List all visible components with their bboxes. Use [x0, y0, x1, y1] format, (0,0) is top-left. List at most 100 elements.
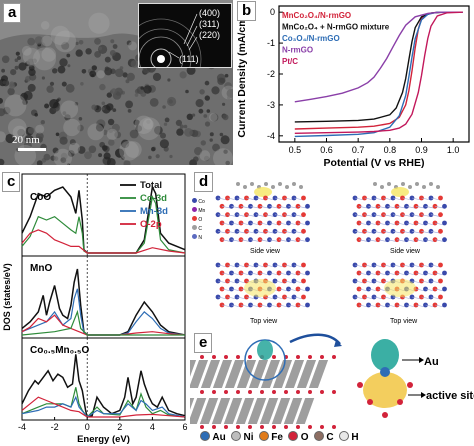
- nanoparticle: [74, 102, 79, 106]
- nanoparticle: [94, 51, 101, 58]
- scale-bar-label: 20 nm: [12, 134, 40, 146]
- nanoparticle: [210, 113, 219, 122]
- tem-bright-region: [221, 85, 233, 100]
- nanoparticle: [204, 95, 210, 101]
- ldh-octahedron-bottom: [211, 398, 231, 424]
- x-tick-label: 0.8: [384, 145, 397, 155]
- atom: [305, 270, 310, 276]
- x-tick-label: -4: [18, 422, 26, 432]
- nanoparticle: [203, 155, 210, 162]
- legend-entry-4: Pt/C: [282, 57, 298, 66]
- legend-label-0: Total: [140, 180, 162, 191]
- oxygen-atom: [308, 425, 312, 429]
- nanoparticle: [67, 64, 71, 68]
- nanoparticle: [133, 119, 140, 126]
- legend-e-o: O: [287, 431, 309, 443]
- tem-bright-region: [142, 118, 154, 130]
- dos-line: [21, 354, 186, 418]
- charge-density-isosurface: [391, 187, 409, 197]
- tem-bright-region: [128, 41, 138, 51]
- tem-bright-region: [50, 25, 70, 45]
- nanoparticle: [94, 38, 101, 45]
- oxygen-atom: [296, 355, 300, 359]
- atom: [305, 302, 310, 308]
- legend-e-ni: Ni: [230, 431, 254, 443]
- oxygen-atom: [367, 399, 373, 405]
- nanoparticle: [219, 132, 224, 137]
- nanoparticle: [1, 55, 10, 64]
- series-line-4: [294, 11, 463, 134]
- x-tick-label: 2: [117, 422, 122, 432]
- tem-bright-region: [137, 117, 161, 141]
- nanoparticle: [61, 41, 70, 50]
- oxygen-atom: [320, 425, 324, 429]
- ring-label-220: (220): [199, 30, 220, 40]
- atom-symbol: C: [323, 432, 334, 443]
- atom: [381, 212, 386, 218]
- au-pointer-head: [419, 357, 424, 363]
- oxygen-atom: [248, 425, 252, 429]
- atom-color-dot: [313, 431, 324, 441]
- legend-d-mn: Mn: [192, 207, 205, 216]
- atom-symbol: Au: [210, 432, 226, 443]
- tem-bright-region: [4, 94, 27, 117]
- carbon-atom: [236, 182, 240, 186]
- nanoparticle: [43, 153, 51, 161]
- tem-bright-region: [41, 47, 57, 62]
- legend-d-n: N: [192, 234, 205, 243]
- legend-d-o: O: [192, 216, 205, 225]
- tem-bright-region: [60, 100, 79, 119]
- atom-symbol: Fe: [268, 432, 283, 443]
- atom: [356, 237, 362, 243]
- tem-bright-region: [106, 128, 118, 140]
- carbon-atom: [264, 182, 268, 186]
- dos-line: [21, 288, 186, 336]
- diffraction-rings: (400) (311) (220) (111): [120, 8, 220, 100]
- carbon-atom: [250, 182, 254, 186]
- carbon-atom: [408, 185, 412, 189]
- nanoparticle: [146, 119, 151, 124]
- nanoparticle: [217, 77, 225, 85]
- legend-label-3: O-2p: [140, 219, 162, 230]
- legend-entry-3: N-rmGO: [282, 46, 313, 55]
- ldh-octahedron-top: [296, 360, 317, 388]
- series-line-3: [294, 11, 463, 103]
- dos-line: [21, 268, 186, 336]
- carbon-atom: [299, 185, 303, 189]
- dos-frame-2: [21, 337, 186, 421]
- legend-e-fe: Fe: [258, 431, 283, 443]
- nanoparticle: [125, 100, 133, 109]
- oxygen-atom: [224, 390, 228, 394]
- nanoparticle: [122, 143, 128, 148]
- nanoparticle: [167, 96, 177, 107]
- nanoparticle: [127, 109, 132, 113]
- oxygen-atom: [272, 390, 276, 394]
- atom: [276, 237, 282, 243]
- dos-svg: CoO MnO Co₀.₅Mn₀.₅O Total Co-3d Mn-3d O-2p -4 -2…: [2, 173, 188, 445]
- y-axis-title: Current Density (mA/cm²): [236, 10, 248, 137]
- oxygen-atom: [200, 355, 204, 359]
- carbon-atom: [387, 182, 391, 186]
- nanoparticle: [7, 87, 15, 96]
- nanoparticle: [49, 99, 59, 109]
- nanoparticle: [27, 83, 36, 92]
- oxygen-atom: [212, 425, 216, 429]
- nanoparticle: [111, 123, 120, 132]
- y-axis-title: DOS (states/eV): [2, 263, 12, 331]
- nanoparticle: [91, 104, 97, 110]
- x-axis-title: Potential (V vs RHE): [324, 157, 425, 168]
- tem-bright-region: [0, 131, 6, 143]
- panel-d-label: d: [194, 172, 214, 192]
- atom-color-dot: [200, 431, 210, 441]
- panel-c-dos-chart: CoO MnO Co₀.₅Mn₀.₅O Total Co-3d Mn-3d O-2p -4 -2…: [0, 170, 190, 446]
- oxygen-atom: [272, 355, 276, 359]
- atom: [225, 212, 230, 218]
- nanoparticle: [212, 143, 220, 152]
- carbon-atom: [401, 182, 405, 186]
- nanoparticle: [46, 85, 54, 93]
- atom: [385, 237, 390, 243]
- tem-bright-region: [7, 118, 27, 137]
- nanoparticle: [115, 148, 125, 158]
- nanoparticle: [162, 105, 166, 109]
- nanoparticle: [10, 69, 17, 76]
